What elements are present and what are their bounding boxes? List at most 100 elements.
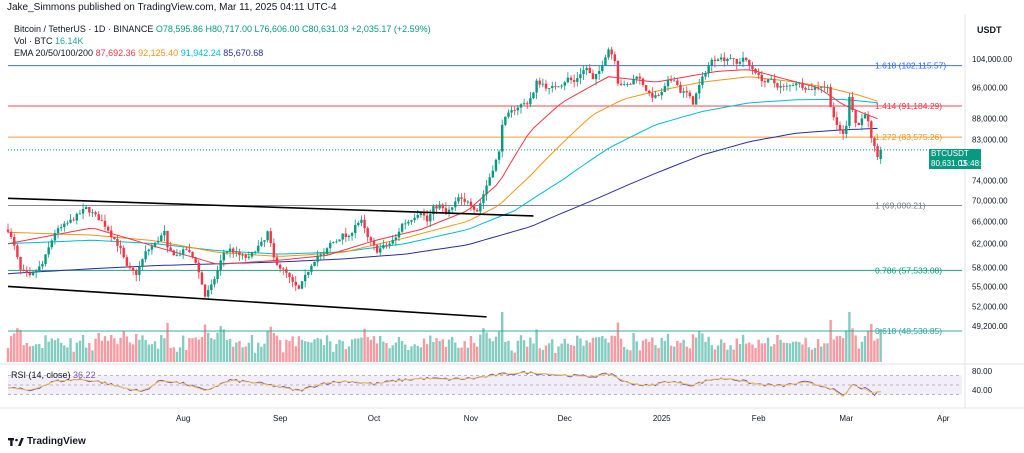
volume-bar	[75, 342, 79, 362]
volume-bar	[876, 338, 879, 362]
volume-bar	[272, 332, 276, 362]
candle-body	[607, 49, 610, 58]
x-tick-label: Apr	[937, 414, 950, 423]
currency-label[interactable]: USDT	[977, 25, 1002, 35]
volume-bars	[6, 312, 882, 362]
volume-bar	[504, 341, 507, 362]
volume-bar	[325, 335, 329, 362]
candle-body	[532, 92, 535, 99]
volume-bar	[447, 339, 451, 362]
rsi-tick-label: 80.00	[972, 367, 993, 376]
volume-bar	[16, 328, 19, 362]
volume-bar	[848, 312, 851, 362]
candle-body	[463, 198, 466, 202]
volume-bar	[178, 347, 182, 362]
candle-body	[479, 203, 482, 212]
volume-bar	[241, 347, 244, 362]
volume-bar	[560, 343, 563, 362]
volume-bar	[253, 352, 257, 362]
volume-bar	[219, 326, 222, 362]
volume-value: 16.14K	[55, 36, 84, 46]
ema-legend[interactable]: EMA 20/50/100/200 87,692.36 92,125.40 91…	[14, 48, 263, 58]
volume-bar	[597, 337, 601, 362]
volume-bar	[851, 328, 854, 362]
volume-bar	[141, 335, 144, 362]
candle-body	[622, 84, 626, 85]
volume-bar	[779, 339, 782, 362]
volume-bar	[150, 344, 154, 362]
volume-bar	[59, 342, 63, 362]
volume-bar	[673, 346, 676, 362]
volume-legend[interactable]: Vol · BTC 16.14K	[14, 36, 84, 46]
volume-bar	[601, 336, 604, 362]
candle-body	[38, 266, 41, 271]
candle-body	[341, 233, 344, 240]
volume-bar	[522, 340, 526, 362]
volume-bar	[619, 338, 623, 362]
tradingview-logo[interactable]: TradingView	[8, 436, 86, 447]
candle-body	[135, 270, 138, 275]
candle-body	[297, 285, 301, 289]
candle-body	[466, 201, 469, 203]
candle-body	[788, 85, 792, 87]
candle-body	[432, 206, 435, 215]
volume-bar	[181, 335, 185, 362]
volume-bar	[63, 345, 66, 362]
candle-body	[563, 82, 566, 86]
volume-bar	[144, 340, 147, 362]
rsi-ma-line	[7, 372, 881, 398]
candle-body	[854, 110, 857, 123]
candle-body	[266, 231, 269, 241]
volume-bar	[78, 340, 82, 362]
volume-bar	[704, 341, 707, 362]
volume-bar	[863, 336, 867, 362]
candle-body	[663, 86, 667, 93]
volume-bar	[50, 338, 53, 362]
candle-body	[372, 240, 376, 246]
volume-bar	[388, 348, 391, 362]
candle-body	[735, 58, 738, 64]
candle-body	[632, 78, 635, 85]
volume-bar	[785, 342, 789, 362]
volume-bar	[247, 342, 251, 362]
candle-body	[413, 217, 416, 221]
candle-body	[9, 231, 13, 237]
volume-bar	[175, 351, 179, 362]
volume-bar	[707, 336, 710, 362]
volume-bar	[125, 336, 129, 362]
volume-bar	[94, 338, 97, 362]
volume-bar	[407, 350, 410, 362]
volume-bar	[654, 345, 657, 362]
volume-bar	[632, 332, 635, 362]
candle-body	[795, 83, 798, 86]
rsi-legend[interactable]: RSI (14, close) 36.22	[11, 370, 96, 380]
volume-bar	[607, 342, 610, 362]
volume-bar	[385, 343, 388, 362]
candle-body	[388, 243, 391, 246]
volume-bar	[526, 346, 529, 362]
candle-body	[6, 229, 10, 232]
volume-bar	[375, 343, 379, 362]
symbol-line[interactable]: Bitcoin / TetherUS · 1D · BINANCE O78,59…	[14, 24, 431, 34]
candle-body	[219, 260, 222, 271]
candle-body	[344, 233, 348, 237]
candle-body	[225, 251, 229, 253]
candle-body	[516, 107, 520, 111]
volume-bar	[776, 334, 779, 362]
candle-body	[194, 257, 197, 263]
volume-bar	[532, 343, 535, 362]
volume-bar	[322, 345, 326, 362]
candle-body	[375, 245, 379, 253]
candle-body	[222, 252, 226, 261]
candle-body	[679, 84, 682, 93]
volume-bar	[213, 339, 216, 362]
volume-bar	[156, 348, 160, 362]
volume-bar	[798, 342, 801, 362]
candle-body	[78, 213, 82, 215]
volume-bar	[554, 352, 557, 362]
candle-body	[785, 85, 789, 87]
symbol-name[interactable]: Bitcoin / TetherUS · 1D · BINANCE	[14, 24, 154, 34]
volume-bar	[319, 339, 322, 362]
candle-body	[163, 230, 166, 236]
